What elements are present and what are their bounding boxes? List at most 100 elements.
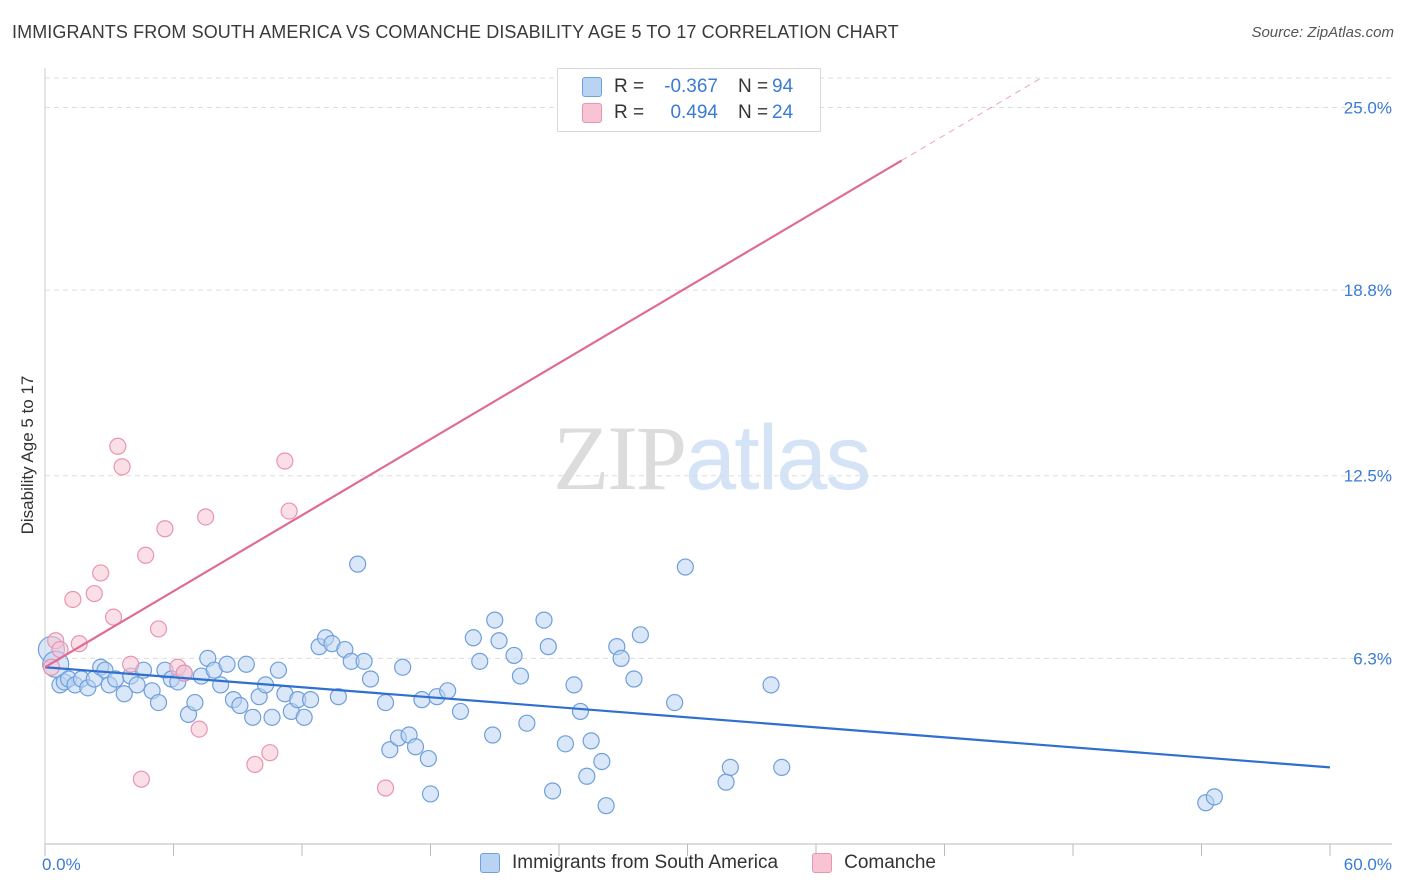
point-comanche: [137, 546, 155, 564]
point-south-america: [349, 555, 367, 573]
point-south-america: [625, 670, 643, 688]
point-comanche: [376, 779, 395, 797]
point-south-america: [565, 676, 583, 694]
point-south-america: [301, 691, 320, 709]
legend-r-value: 0.494: [670, 102, 718, 123]
y-tick-label: 12.5%: [1344, 467, 1392, 486]
legend-n-label: N =: [738, 102, 769, 123]
point-south-america: [518, 714, 536, 732]
point-comanche: [122, 655, 140, 673]
point-comanche: [276, 452, 294, 470]
point-south-america: [128, 676, 146, 694]
point-south-america: [361, 670, 380, 688]
legend-n-value: 24: [772, 102, 794, 123]
legend-r-label: R =: [614, 76, 645, 97]
y-tick-label: 25.0%: [1344, 98, 1392, 117]
watermark: ZIPatlas: [553, 405, 871, 511]
point-south-america: [717, 773, 735, 791]
series-swatch-blue: [480, 853, 500, 873]
point-south-america: [582, 732, 600, 750]
point-south-america: [263, 708, 281, 726]
grid-layer: [45, 77, 1392, 659]
point-south-america: [676, 558, 694, 576]
point-comanche: [70, 635, 88, 653]
legend-row-comanche: R = 0.494 N = 24: [582, 101, 793, 125]
point-comanche: [261, 744, 279, 762]
series-swatch-pink: [812, 853, 833, 873]
series-legend: Immigrants from South America Comanche: [480, 852, 970, 874]
point-comanche: [132, 770, 150, 788]
point-comanche: [85, 584, 103, 603]
point-south-america: [394, 658, 412, 676]
point-south-america: [295, 708, 313, 726]
point-south-america: [464, 629, 482, 647]
point-south-america: [505, 646, 523, 665]
point-south-america: [231, 696, 249, 715]
point-south-america: [539, 638, 557, 656]
point-comanche: [113, 458, 131, 476]
point-south-america: [421, 785, 440, 803]
point-south-america: [376, 693, 395, 712]
point-comanche: [280, 502, 298, 520]
tick-label-layer: 6.3% 12.5% 18.8% 25.0% 0.0% 60.0%: [42, 98, 1392, 874]
point-south-america: [212, 676, 230, 694]
axis-layer: [44, 68, 1392, 856]
point-south-america: [1205, 788, 1223, 806]
point-south-america: [244, 708, 262, 726]
point-south-america: [406, 738, 425, 756]
legend-r-label: R =: [614, 102, 645, 123]
point-south-america: [535, 611, 553, 629]
point-comanche: [190, 720, 208, 738]
point-south-america: [115, 685, 133, 703]
point-south-america: [439, 682, 457, 700]
point-south-america: [556, 735, 575, 753]
series-legend-item-south-america: Immigrants from South America: [480, 852, 778, 874]
point-south-america: [490, 632, 508, 650]
trend-line-comanche-extension: [901, 77, 1042, 161]
correlation-legend: R = -0.367 N = 94 R = 0.494 N = 24: [557, 68, 821, 132]
source-credit: Source: ZipAtlas.com: [1251, 24, 1394, 41]
point-comanche: [197, 508, 215, 526]
point-south-america: [419, 749, 437, 768]
trend-layer: [44, 77, 1331, 769]
y-tick-label: 6.3%: [1353, 649, 1392, 668]
point-south-america: [471, 652, 489, 670]
legend-n-value: 94: [772, 76, 794, 97]
point-south-america: [186, 693, 204, 712]
point-south-america: [597, 797, 615, 815]
point-south-america: [612, 649, 630, 667]
trend-line-south-america: [44, 666, 1331, 769]
point-south-america: [593, 752, 611, 771]
legend-n-label: N =: [738, 76, 769, 97]
point-south-america: [355, 652, 373, 670]
series-legend-label: Immigrants from South America: [512, 852, 779, 873]
point-south-america: [413, 691, 431, 709]
point-comanche: [246, 755, 264, 774]
series-legend-item-comanche: Comanche: [812, 852, 936, 874]
legend-r-value: -0.367: [664, 76, 718, 97]
legend-swatch-pink: [582, 103, 602, 123]
trend-line-comanche: [44, 159, 903, 669]
y-tick-label: 18.8%: [1344, 281, 1392, 300]
point-comanche: [156, 520, 174, 538]
point-south-america: [486, 611, 504, 629]
watermark-atlas: atlas: [685, 407, 871, 509]
point-comanche: [92, 564, 110, 582]
point-comanche: [149, 620, 168, 638]
point-south-america: [578, 767, 596, 785]
watermark-zip: ZIP: [553, 407, 687, 509]
point-south-america: [149, 693, 168, 712]
legend-swatch-blue: [582, 77, 602, 97]
point-comanche: [104, 608, 123, 626]
point-south-america: [631, 626, 649, 644]
point-south-america: [269, 661, 288, 679]
point-south-america: [329, 688, 348, 706]
x-tick-label-min: 0.0%: [42, 855, 81, 874]
point-south-america: [484, 726, 502, 744]
chart-title: IMMIGRANTS FROM SOUTH AMERICA VS COMANCH…: [12, 22, 899, 42]
point-comanche: [64, 590, 82, 609]
point-south-america: [218, 655, 236, 673]
point-south-america: [451, 702, 470, 721]
point-south-america: [237, 655, 255, 673]
